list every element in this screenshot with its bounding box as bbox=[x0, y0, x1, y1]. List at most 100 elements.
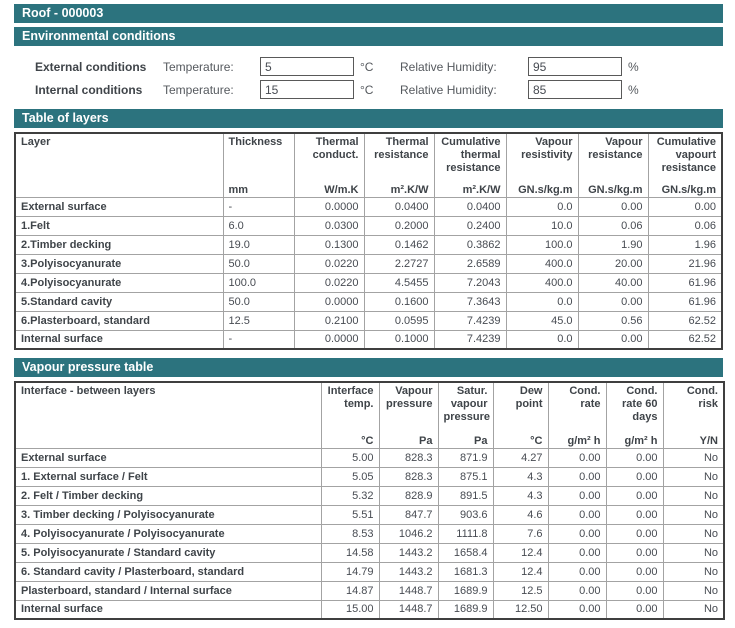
column-header: Satur. vapour pressure Pa bbox=[437, 381, 494, 449]
table-row: 6.Plasterboard, standard 12.5 0.2100 0.0595… bbox=[14, 310, 723, 331]
table-cell: 6.0 bbox=[222, 215, 295, 236]
table-cell: 14.87 bbox=[320, 580, 380, 601]
table-cell: 19.0 bbox=[222, 234, 295, 255]
table-row: Internal surface 15.00 1448.7 1689.9 12.50 0.… bbox=[14, 599, 725, 620]
row-label: 5.Standard cavity bbox=[14, 291, 224, 312]
table-cell: 12.5 bbox=[222, 310, 295, 331]
table-cell: 0.1300 bbox=[293, 234, 365, 255]
external-temperature-input[interactable] bbox=[260, 57, 354, 76]
row-label: External surface bbox=[14, 447, 322, 468]
table-cell: 40.00 bbox=[577, 272, 649, 293]
table-cell: 7.3643 bbox=[433, 291, 507, 312]
table-cell: 0.0000 bbox=[293, 196, 365, 217]
row-label: 5. Polyisocyanurate / Standard cavity bbox=[14, 542, 322, 563]
temperature-unit: °C bbox=[360, 59, 374, 74]
table-cell: No bbox=[662, 580, 725, 601]
row-label: Internal surface bbox=[14, 329, 224, 350]
table-cell: 61.96 bbox=[647, 272, 723, 293]
table-cell: 828.3 bbox=[378, 466, 439, 487]
table-cell: 4.3 bbox=[492, 485, 549, 506]
table-cell: 0.06 bbox=[577, 215, 649, 236]
column-header: Thickness mm bbox=[222, 132, 295, 198]
table-cell: 8.53 bbox=[320, 523, 380, 544]
table-cell: 0.00 bbox=[547, 580, 607, 601]
table-cell: 400.0 bbox=[505, 272, 579, 293]
table-cell: 1046.2 bbox=[378, 523, 439, 544]
row-label: 3. Timber decking / Polyisocyanurate bbox=[14, 504, 322, 525]
internal-conditions-label: Internal conditions bbox=[35, 82, 143, 97]
table-cell: 7.2043 bbox=[433, 272, 507, 293]
table-cell: 891.5 bbox=[437, 485, 494, 506]
table-cell: 1111.8 bbox=[437, 523, 494, 544]
table-cell: 0.00 bbox=[605, 466, 664, 487]
table-cell: 0.0595 bbox=[363, 310, 435, 331]
external-humidity-input[interactable] bbox=[528, 57, 622, 76]
table-cell: 7.4239 bbox=[433, 310, 507, 331]
table-cell: 0.1600 bbox=[363, 291, 435, 312]
table-row: 2.Timber decking 19.0 0.1300 0.1462 0.3862 10… bbox=[14, 234, 723, 255]
table-cell: 1448.7 bbox=[378, 580, 439, 601]
table-cell: 0.00 bbox=[547, 599, 607, 620]
table-cell: No bbox=[662, 504, 725, 525]
table-cell: 0.0000 bbox=[293, 291, 365, 312]
table-cell: 0.56 bbox=[577, 310, 649, 331]
header-row: Layer Thickness mm Thermal conduct. W/m.K The… bbox=[14, 132, 723, 198]
column-header: Vapour pressure Pa bbox=[378, 381, 439, 449]
vapour-pressure-table: Interface - between layers Interface temp… bbox=[14, 381, 725, 620]
table-cell: 62.52 bbox=[647, 310, 723, 331]
table-cell: 0.2100 bbox=[293, 310, 365, 331]
table-cell: 7.6 bbox=[492, 523, 549, 544]
section-header-table-of-layers: Table of layers bbox=[14, 109, 723, 128]
row-label: 4.Polyisocyanurate bbox=[14, 272, 224, 293]
table-cell: 2.6589 bbox=[433, 253, 507, 274]
table-cell: 12.4 bbox=[492, 561, 549, 582]
temperature-label: Temperature: bbox=[163, 82, 234, 97]
table-cell: 2.2727 bbox=[363, 253, 435, 274]
table-row: 6. Standard cavity / Plasterboard, stand… bbox=[14, 561, 725, 582]
relative-humidity-label: Relative Humidity: bbox=[400, 82, 497, 97]
report-page: Roof - 000003 Environmental conditions E… bbox=[14, 4, 725, 620]
row-label: 2.Timber decking bbox=[14, 234, 224, 255]
table-row: 4. Polyisocyanurate / Polyisocyanurate 8.… bbox=[14, 523, 725, 544]
table-row: 4.Polyisocyanurate 100.0 0.0220 4.5455 7.204… bbox=[14, 272, 723, 293]
table-cell: 0.00 bbox=[547, 447, 607, 468]
table-cell: 0.0 bbox=[505, 329, 579, 350]
section-title: Table of layers bbox=[22, 111, 109, 125]
internal-humidity-input[interactable] bbox=[528, 80, 622, 99]
table-cell: 14.58 bbox=[320, 542, 380, 563]
table-row: 5.Standard cavity 50.0 0.0000 0.1600 7.3643 0… bbox=[14, 291, 723, 312]
row-label: 1.Felt bbox=[14, 215, 224, 236]
table-cell: No bbox=[662, 466, 725, 487]
column-header: Layer bbox=[14, 132, 224, 198]
table-cell: 45.0 bbox=[505, 310, 579, 331]
table-cell: 0.00 bbox=[547, 485, 607, 506]
column-header: Vapour resistivity GN.s/kg.m bbox=[505, 132, 579, 198]
table-cell: 0.2400 bbox=[433, 215, 507, 236]
table-cell: 0.00 bbox=[605, 504, 664, 525]
environmental-conditions-panel: External conditions Temperature: °C Rela… bbox=[14, 50, 723, 109]
table-cell: 0.00 bbox=[577, 291, 649, 312]
table-cell: 0.06 bbox=[647, 215, 723, 236]
table-cell: 0.0400 bbox=[433, 196, 507, 217]
table-cell: 0.0220 bbox=[293, 253, 365, 274]
table-cell: 1443.2 bbox=[378, 561, 439, 582]
column-header: Cond. risk Y/N bbox=[662, 381, 725, 449]
page-title: Roof - 000003 bbox=[22, 6, 104, 20]
table-cell: 0.0 bbox=[505, 291, 579, 312]
table-cell: 50.0 bbox=[222, 253, 295, 274]
table-cell: 1658.4 bbox=[437, 542, 494, 563]
table-cell: 0.00 bbox=[547, 542, 607, 563]
relative-humidity-label: Relative Humidity: bbox=[400, 59, 497, 74]
column-header: Vapour resistance GN.s/kg.m bbox=[577, 132, 649, 198]
internal-temperature-input[interactable] bbox=[260, 80, 354, 99]
table-cell: No bbox=[662, 485, 725, 506]
table-cell: 10.0 bbox=[505, 215, 579, 236]
table-cell: 5.51 bbox=[320, 504, 380, 525]
layers-table: Layer Thickness mm Thermal conduct. W/m.K The… bbox=[14, 132, 723, 350]
table-cell: 4.3 bbox=[492, 466, 549, 487]
table-cell: 20.00 bbox=[577, 253, 649, 274]
table-row: 3.Polyisocyanurate 50.0 0.0220 2.2727 2.6589… bbox=[14, 253, 723, 274]
table-cell: 5.05 bbox=[320, 466, 380, 487]
table-cell: 0.00 bbox=[547, 504, 607, 525]
column-header: Cumulative thermal resistance m².K/W bbox=[433, 132, 507, 198]
